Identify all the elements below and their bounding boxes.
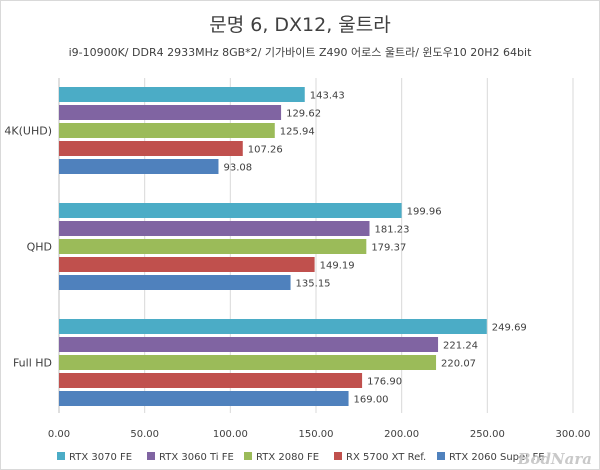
bar [59, 105, 282, 120]
x-tick-label: 250.00 [470, 429, 505, 440]
legend-swatch [57, 452, 65, 460]
data-label: 135.15 [296, 279, 331, 290]
data-label: 129.62 [286, 109, 321, 120]
data-label: 181.23 [375, 225, 410, 236]
data-label: 143.43 [310, 91, 345, 102]
x-tick-label: 50.00 [130, 429, 159, 440]
x-tick-label: 300.00 [556, 429, 591, 440]
legend-swatch [334, 452, 342, 460]
bar [59, 355, 437, 370]
legend-label: RX 5700 XT Ref. [346, 452, 426, 463]
data-label: 107.26 [248, 145, 283, 156]
legend-label: RTX 3070 FE [69, 452, 132, 463]
data-label: 93.08 [223, 163, 252, 174]
data-label: 221.24 [443, 341, 478, 352]
x-tick-label: 100.00 [213, 429, 248, 440]
x-tick-label: 0.00 [48, 429, 70, 440]
data-label: 169.00 [354, 395, 389, 406]
bar [59, 239, 367, 254]
legend-swatch [437, 452, 445, 460]
legend-label: RTX 2080 FE [256, 452, 319, 463]
watermark-logo: BodNara [517, 450, 592, 468]
category-label: QHD [27, 241, 52, 254]
legend-label: RTX 2060 Super FE [449, 452, 545, 463]
bar [59, 373, 363, 388]
bar [59, 159, 219, 174]
data-label: 125.94 [280, 127, 315, 138]
category-label: 4K(UHD) [4, 125, 52, 138]
bar [59, 123, 275, 138]
chart-title: 문명 6, DX12, 울트라 [209, 14, 391, 36]
bar [59, 275, 291, 290]
data-label: 149.19 [320, 261, 355, 272]
bar [59, 87, 305, 102]
bar [59, 319, 487, 334]
x-tick-label: 200.00 [384, 429, 419, 440]
x-tick-label: 150.00 [299, 429, 334, 440]
data-label: 176.90 [367, 377, 402, 388]
bar [59, 391, 349, 406]
bar [59, 221, 370, 236]
bar [59, 203, 402, 218]
legend-label: RTX 3060 Ti FE [159, 452, 234, 463]
data-label: 249.69 [492, 323, 527, 334]
data-label: 220.07 [441, 359, 476, 370]
legend-swatch [244, 452, 252, 460]
bar [59, 257, 315, 272]
bar [59, 337, 439, 352]
legend-swatch [147, 452, 155, 460]
data-label: 179.37 [371, 243, 406, 254]
bar [59, 141, 243, 156]
chart-subtitle: i9-10900K/ DDR4 2933MHz 8GB*2/ 기가바이트 Z49… [68, 46, 532, 59]
data-label: 199.96 [407, 207, 442, 218]
category-label: Full HD [13, 357, 52, 370]
